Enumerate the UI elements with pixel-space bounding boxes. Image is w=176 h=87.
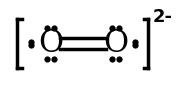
Text: O: O [103,28,128,59]
Text: 2-: 2- [153,8,173,26]
Text: O: O [38,28,64,59]
